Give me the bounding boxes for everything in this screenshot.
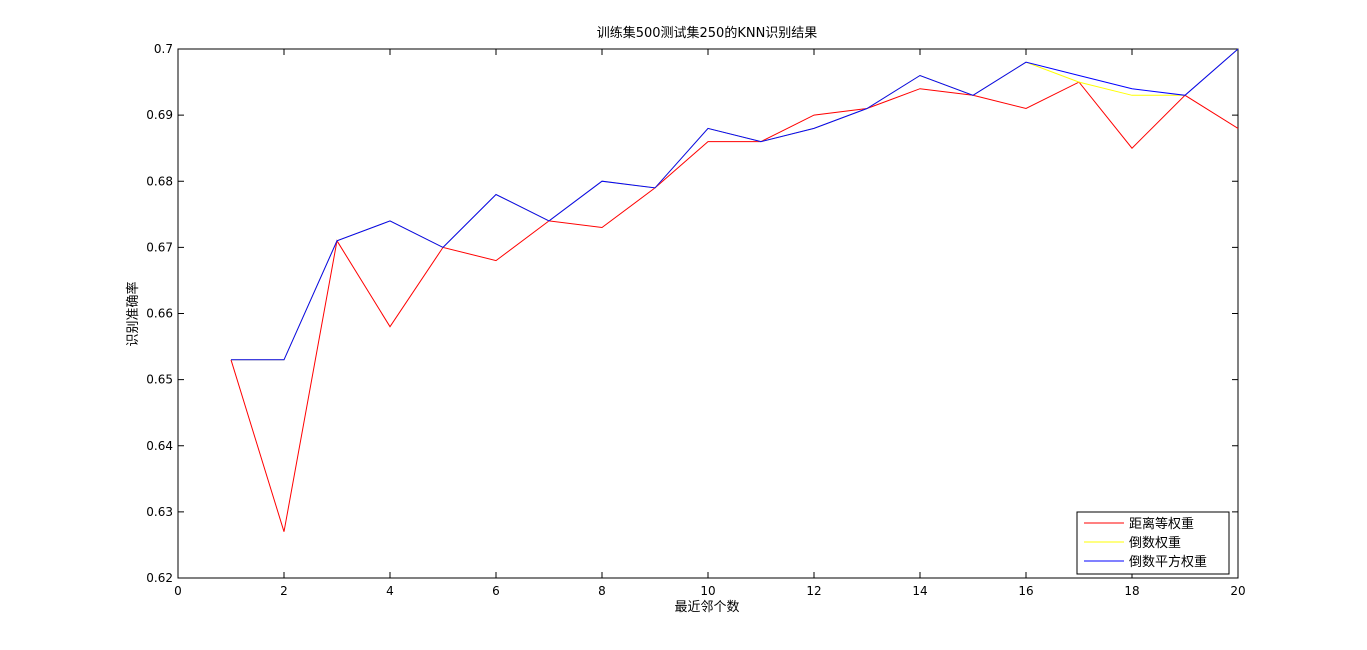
- chart-title: 训练集500测试集250的KNN识别结果: [597, 25, 818, 41]
- y-tick-label: 0.66: [146, 307, 173, 321]
- y-tick-label: 0.65: [146, 373, 173, 387]
- series-line-距离等权重: [230, 81, 1239, 532]
- x-tick-label: 18: [1124, 584, 1139, 598]
- legend-label: 距离等权重: [1129, 516, 1194, 532]
- x-tick-label: 6: [492, 584, 500, 598]
- plot-area: [177, 48, 1239, 579]
- x-tick-label: 8: [598, 584, 606, 598]
- legend-label: 倒数平方权重: [1129, 554, 1207, 570]
- x-tick-label: 12: [806, 584, 821, 598]
- x-tick-label: 0: [174, 584, 182, 598]
- series-layer: [230, 48, 1239, 532]
- y-tick-label: 0.64: [146, 439, 173, 453]
- y-tick-label: 0.62: [146, 571, 173, 585]
- legend-box: [1076, 511, 1230, 575]
- legend-label: 倒数权重: [1129, 535, 1181, 551]
- y-tick-label: 0.67: [146, 240, 173, 254]
- y-axis-label: 识别准确率: [125, 281, 141, 346]
- x-tick-label: 10: [700, 584, 715, 598]
- axis-ticks: 0 2 4 6 8 10 12 14 16 18 20 0.62 0.63 0.64 0.65 0.66 0.6…: [146, 42, 1245, 598]
- y-tick-label: 0.68: [146, 174, 173, 188]
- x-axis-label: 最近邻个数: [674, 600, 739, 615]
- x-tick-label: 4: [386, 584, 394, 598]
- y-tick-label: 0.7: [154, 42, 173, 56]
- y-tick-label: 0.63: [146, 505, 173, 519]
- series-line-倒数平方权重: [231, 48, 1239, 361]
- x-tick-label: 16: [1018, 584, 1033, 598]
- y-tick-label: 0.69: [146, 108, 173, 122]
- x-tick-label: 14: [912, 584, 927, 598]
- x-tick-label: 2: [280, 584, 288, 598]
- x-tick-label: 20: [1230, 584, 1245, 598]
